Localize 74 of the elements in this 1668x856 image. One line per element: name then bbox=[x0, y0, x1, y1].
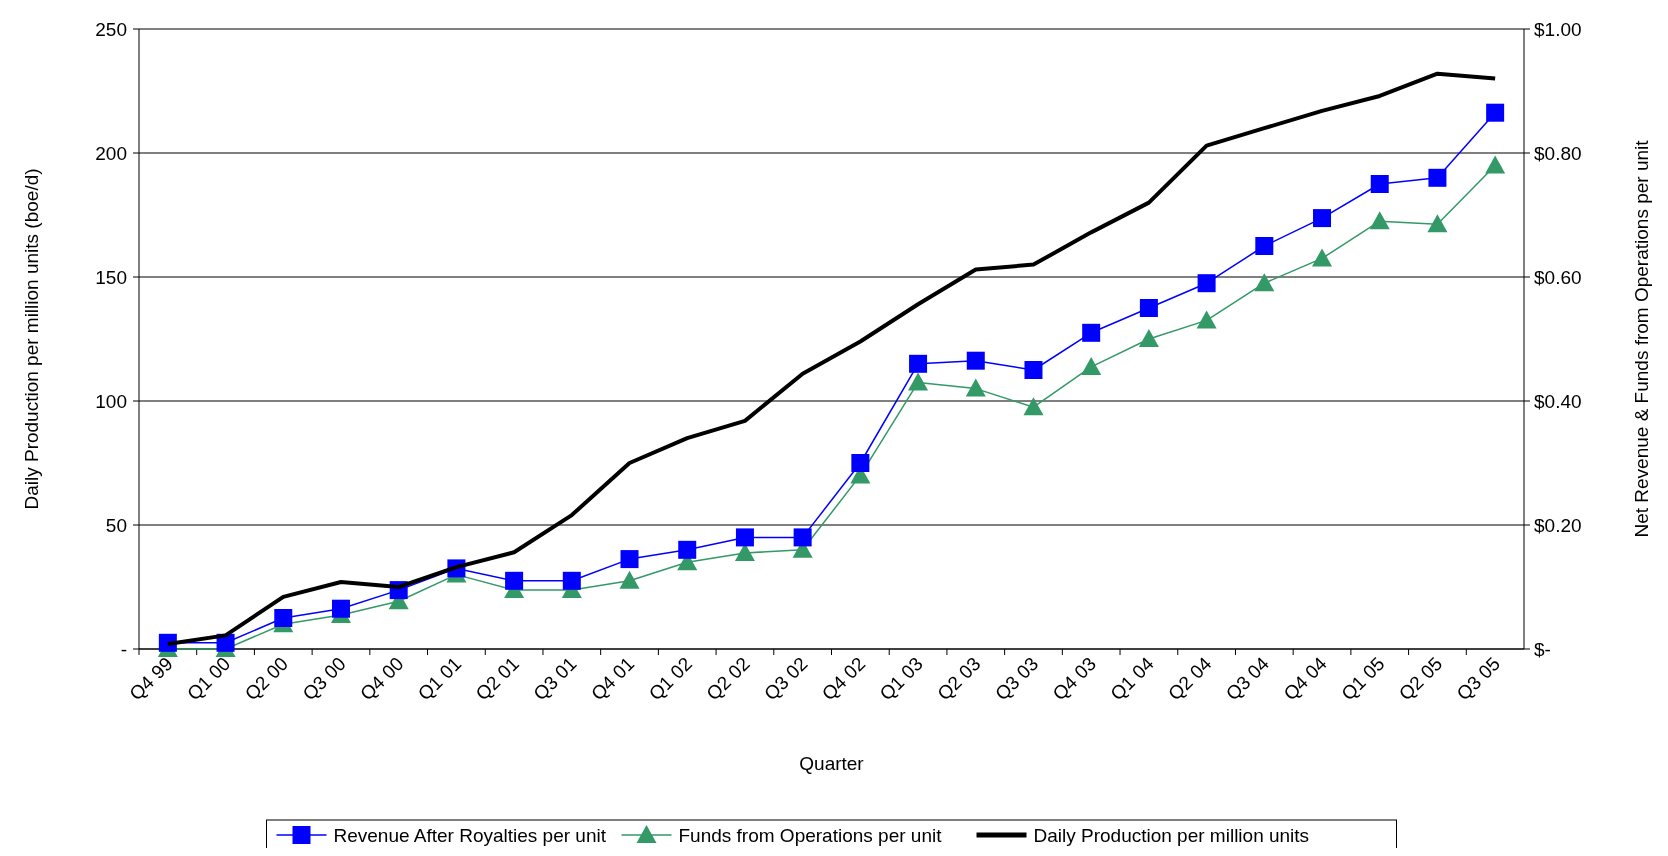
y2-tick-label: $- bbox=[1534, 638, 1551, 660]
x-tick-label: Q1 04 bbox=[1106, 652, 1159, 705]
x-tick-label: Q4 99 bbox=[125, 652, 177, 705]
point bbox=[965, 378, 986, 397]
point bbox=[1081, 356, 1102, 375]
point bbox=[735, 528, 754, 547]
x-tick-label: Q1 02 bbox=[644, 652, 697, 705]
x-tick-label: Q3 01 bbox=[529, 652, 581, 705]
x-tick-label: Q1 03 bbox=[875, 652, 927, 705]
x-axis-title: Quarter bbox=[799, 753, 865, 774]
x-tick-label: Q1 01 bbox=[413, 652, 466, 705]
y2-tick-label: $1.00 bbox=[1534, 18, 1582, 40]
point bbox=[1197, 274, 1216, 293]
point bbox=[908, 372, 929, 391]
x-tick-label: Q4 02 bbox=[817, 652, 870, 705]
point bbox=[1313, 209, 1332, 228]
y2-tick-label: $0.60 bbox=[1534, 266, 1582, 288]
y-tick-label: 200 bbox=[95, 142, 127, 164]
point bbox=[678, 540, 697, 559]
x-tick-label: Q4 04 bbox=[1279, 652, 1332, 705]
y2-axis-title: Net Revenue & Funds from Operations per unit bbox=[1631, 139, 1652, 538]
x-tick-label: Q3 02 bbox=[760, 652, 812, 705]
y-tick-label: - bbox=[120, 638, 127, 660]
point bbox=[1427, 214, 1448, 233]
point bbox=[505, 571, 524, 590]
x-tick-label: Q3 05 bbox=[1452, 652, 1504, 705]
point bbox=[562, 571, 581, 590]
y2-tick-label: $0.20 bbox=[1534, 514, 1582, 536]
y2-tick-label: $0.40 bbox=[1534, 390, 1582, 412]
point bbox=[1370, 175, 1389, 193]
x-tick-label: Q3 00 bbox=[298, 652, 350, 705]
point bbox=[1082, 323, 1101, 342]
point bbox=[1428, 168, 1447, 187]
point bbox=[851, 454, 870, 472]
x-tick-label: Q4 01 bbox=[586, 652, 639, 705]
point bbox=[1369, 211, 1390, 230]
x-tick-label: Q2 02 bbox=[702, 652, 754, 705]
point bbox=[619, 570, 640, 589]
point bbox=[1196, 310, 1217, 329]
x-tick-label: Q3 04 bbox=[1221, 652, 1274, 705]
point bbox=[1485, 155, 1506, 174]
y-tick-label: 50 bbox=[105, 514, 127, 536]
x-tick-label: Q4 03 bbox=[1048, 652, 1101, 705]
x-tick-label: Q1 05 bbox=[1337, 652, 1389, 705]
point bbox=[1486, 103, 1505, 122]
x-tick-label: Q2 03 bbox=[933, 652, 985, 705]
point bbox=[1138, 329, 1159, 347]
y-axis-title: Daily Production per million units (boe/d) bbox=[21, 168, 42, 510]
y-tick-label: 250 bbox=[95, 18, 127, 40]
point bbox=[966, 351, 985, 370]
point bbox=[1255, 237, 1274, 255]
y-tick-label: 150 bbox=[95, 266, 127, 288]
point bbox=[1254, 273, 1275, 292]
legend-label: Daily Production per million units bbox=[1033, 824, 1310, 846]
legend-label: Revenue After Royalties per unit bbox=[333, 824, 607, 846]
x-tick-label: Q2 05 bbox=[1394, 652, 1447, 705]
point bbox=[793, 528, 812, 547]
legend-label: Funds from Operations per unit bbox=[678, 824, 943, 846]
y2-tick-label: $0.80 bbox=[1534, 142, 1582, 164]
point bbox=[1139, 299, 1158, 317]
point bbox=[909, 354, 928, 373]
point bbox=[1023, 397, 1044, 416]
x-tick-label: Q1 00 bbox=[182, 652, 235, 705]
y-tick-label: 100 bbox=[95, 390, 127, 412]
point bbox=[331, 599, 350, 618]
x-tick-label: Q2 01 bbox=[471, 652, 523, 705]
x-tick-label: Q3 03 bbox=[990, 652, 1043, 705]
x-tick-label: Q2 04 bbox=[1163, 652, 1216, 705]
point bbox=[1312, 248, 1333, 267]
x-tick-label: Q2 00 bbox=[240, 652, 293, 705]
point bbox=[1024, 361, 1043, 379]
point bbox=[274, 609, 293, 627]
point bbox=[620, 550, 639, 569]
x-tick-label: Q4 00 bbox=[356, 652, 408, 705]
